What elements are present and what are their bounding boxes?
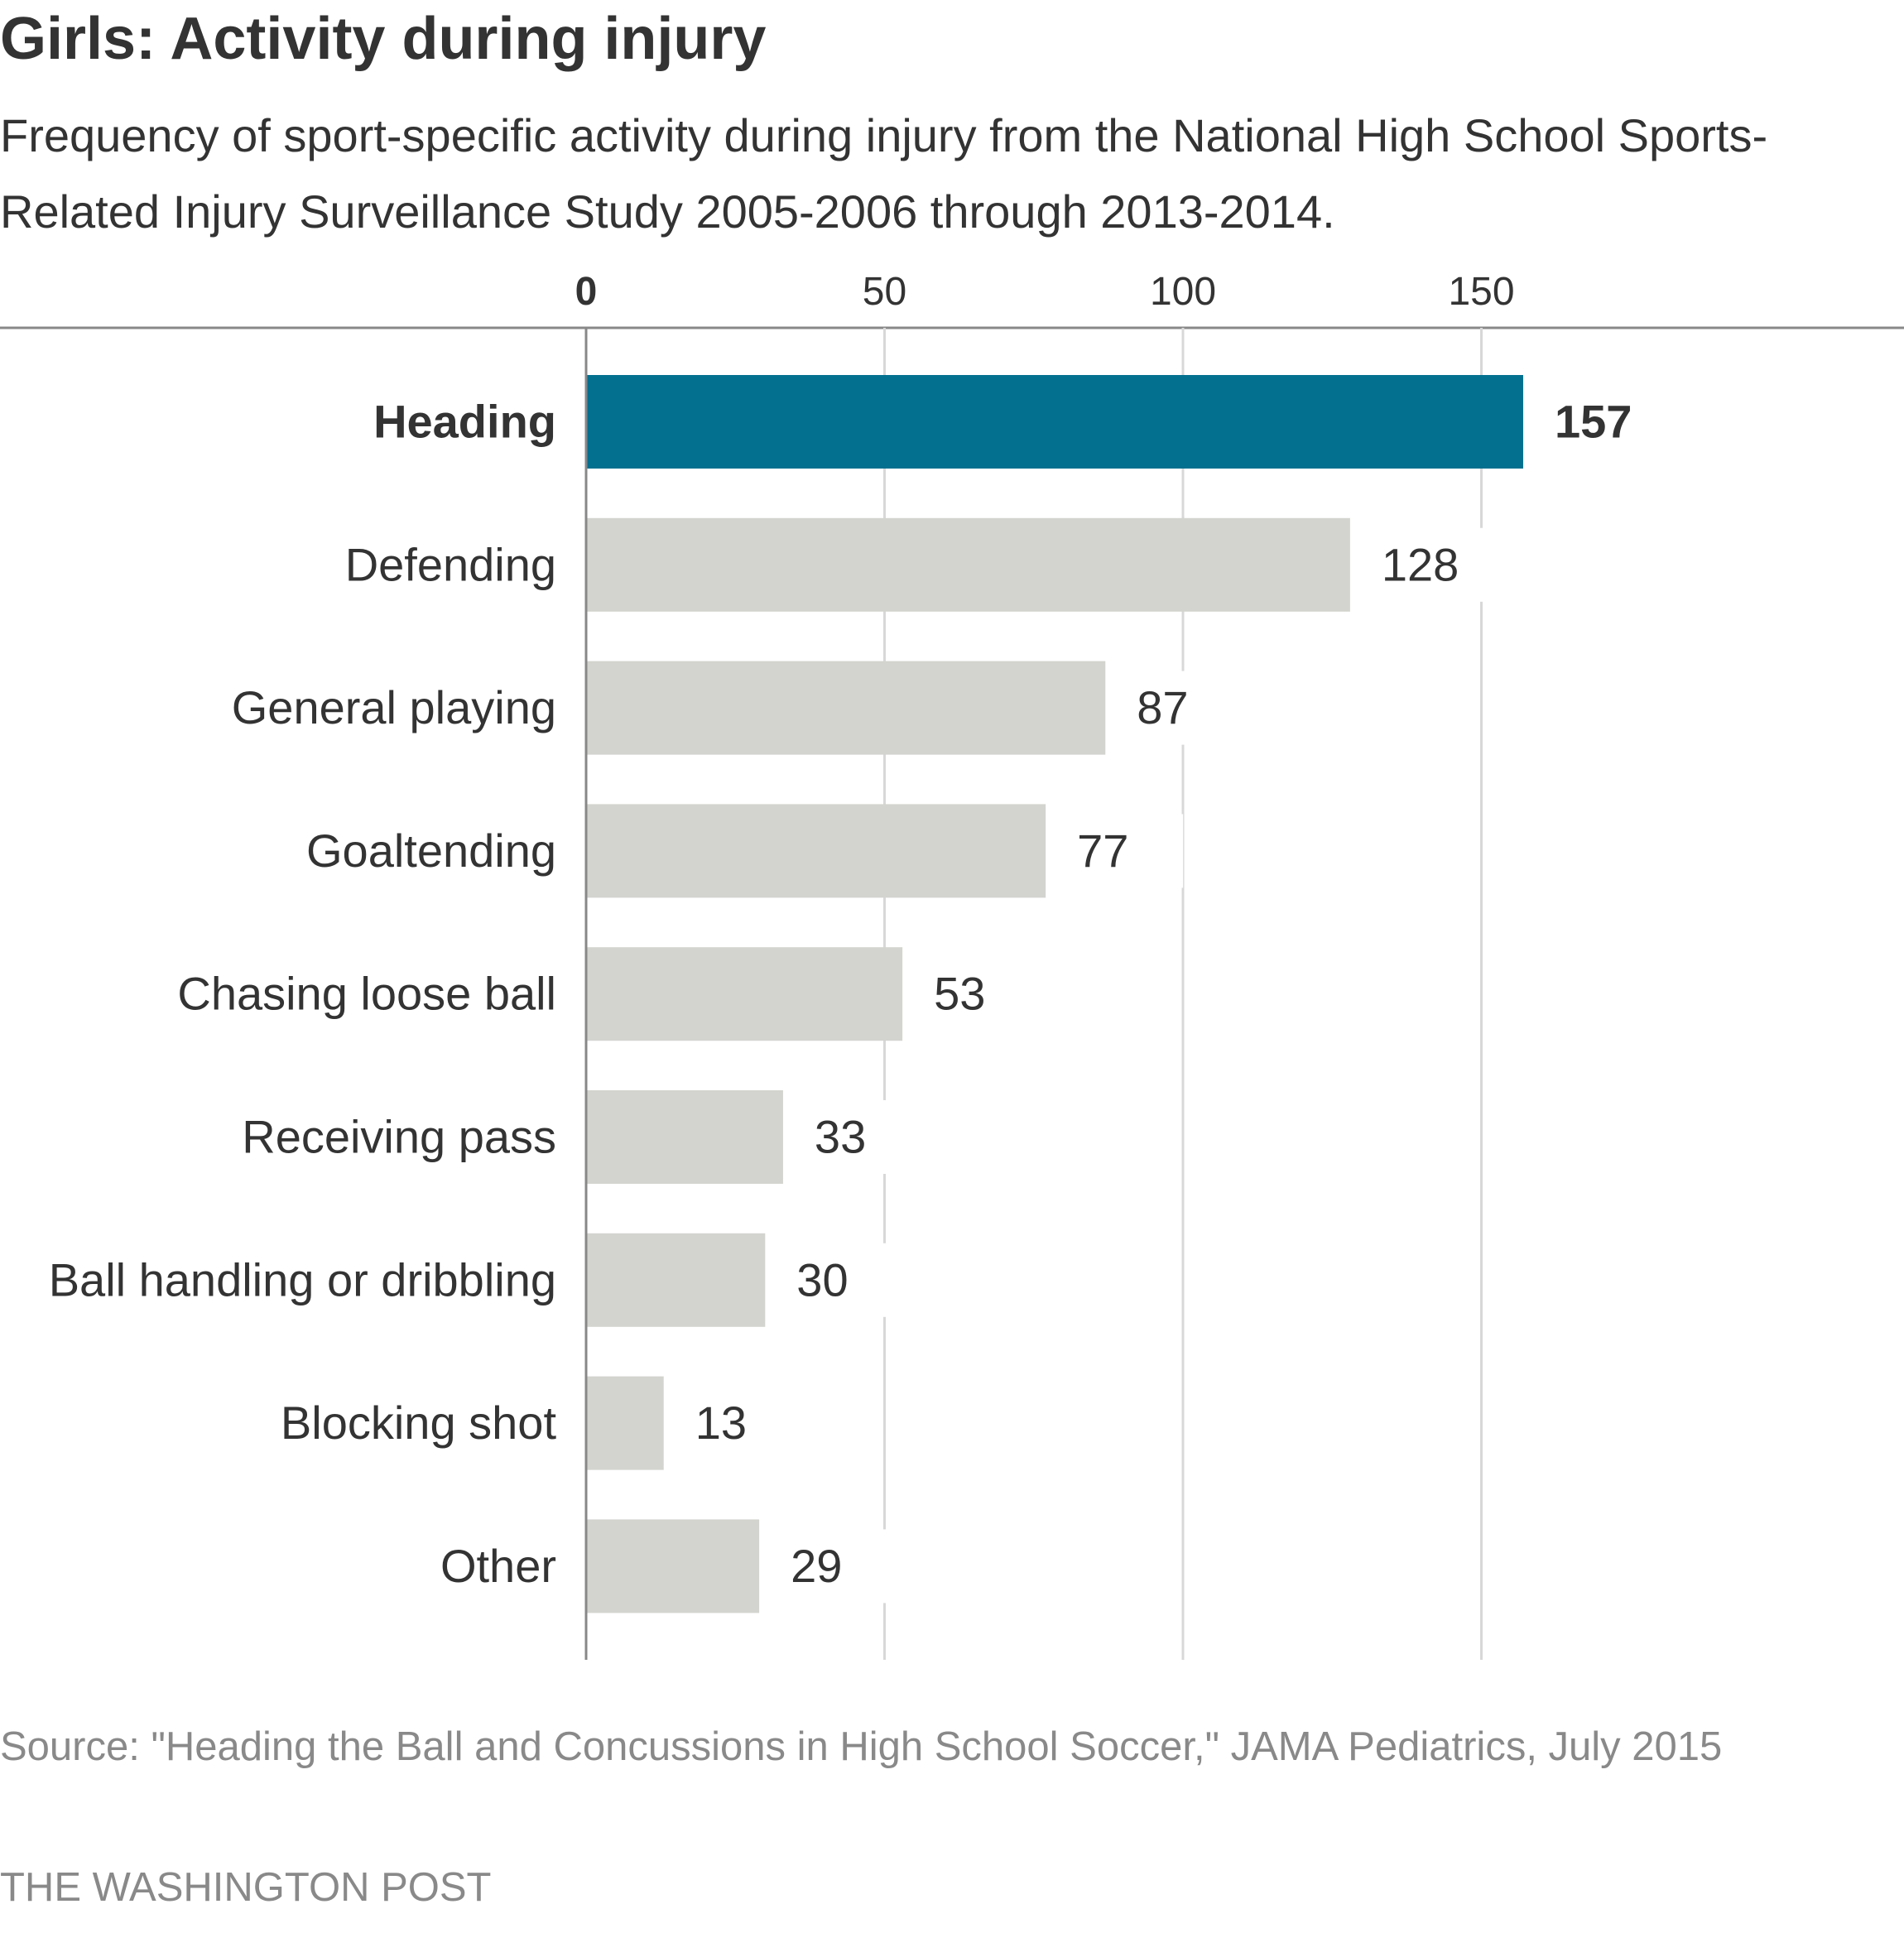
value-label-backdrop bbox=[1118, 671, 1243, 745]
category-label: Receiving pass bbox=[242, 1111, 556, 1163]
value-label-backdrop bbox=[1059, 814, 1184, 888]
value-label-backdrop bbox=[1536, 385, 1661, 459]
chart-subtitle: Frequency of sport-specific activity dur… bbox=[0, 109, 1768, 238]
data-label: 13 bbox=[695, 1397, 747, 1449]
value-label-backdrop bbox=[772, 1529, 897, 1604]
category-label: Defending bbox=[345, 538, 556, 590]
category-label: Chasing loose ball bbox=[177, 968, 556, 1020]
value-label-backdrop bbox=[796, 1100, 921, 1174]
data-label: 53 bbox=[934, 968, 985, 1020]
bar-defending bbox=[586, 517, 1350, 612]
x-tick-label-0: 0 bbox=[575, 270, 598, 314]
category-label: General playing bbox=[232, 681, 556, 733]
category-label: Goaltending bbox=[306, 825, 556, 877]
data-label: 77 bbox=[1077, 825, 1128, 877]
bar-heading bbox=[586, 375, 1523, 469]
source-note: Source: "Heading the Ball and Concussion… bbox=[0, 1724, 1723, 1769]
bar-goaltending bbox=[586, 804, 1046, 898]
x-tick-label-150: 150 bbox=[1448, 270, 1514, 314]
category-label: Ball handling or dribbling bbox=[49, 1253, 556, 1305]
value-label-backdrop bbox=[916, 957, 1041, 1031]
data-label: 29 bbox=[791, 1540, 842, 1592]
chart-title: Girls: Activity during injury bbox=[0, 6, 767, 72]
bar-chart: 0 50 100 150 157 Heading 128 Defending 87 General… bbox=[0, 270, 1904, 1660]
bar-blocking-shot bbox=[586, 1376, 664, 1470]
data-label: 30 bbox=[796, 1253, 848, 1305]
bar-general-playing bbox=[586, 661, 1106, 755]
data-label: 87 bbox=[1137, 681, 1188, 733]
bar-receiving-pass bbox=[586, 1090, 783, 1184]
value-label-backdrop bbox=[1363, 527, 1488, 602]
data-label: 128 bbox=[1382, 538, 1459, 590]
data-label: 157 bbox=[1555, 396, 1632, 448]
bar-other bbox=[586, 1519, 760, 1613]
value-label-backdrop bbox=[778, 1243, 903, 1317]
data-label: 33 bbox=[815, 1111, 866, 1163]
category-label: Blocking shot bbox=[281, 1397, 557, 1449]
category-label: Heading bbox=[373, 396, 556, 448]
category-label: Other bbox=[440, 1540, 556, 1592]
x-tick-label-50: 50 bbox=[863, 270, 906, 314]
x-tick-label-100: 100 bbox=[1150, 270, 1216, 314]
bar-ball-handling-or-dribbling bbox=[586, 1233, 766, 1327]
bar-chasing-loose-ball bbox=[586, 947, 903, 1041]
publisher-credit: THE WASHINGTON POST bbox=[0, 1865, 492, 1910]
value-label-backdrop bbox=[676, 1386, 801, 1460]
